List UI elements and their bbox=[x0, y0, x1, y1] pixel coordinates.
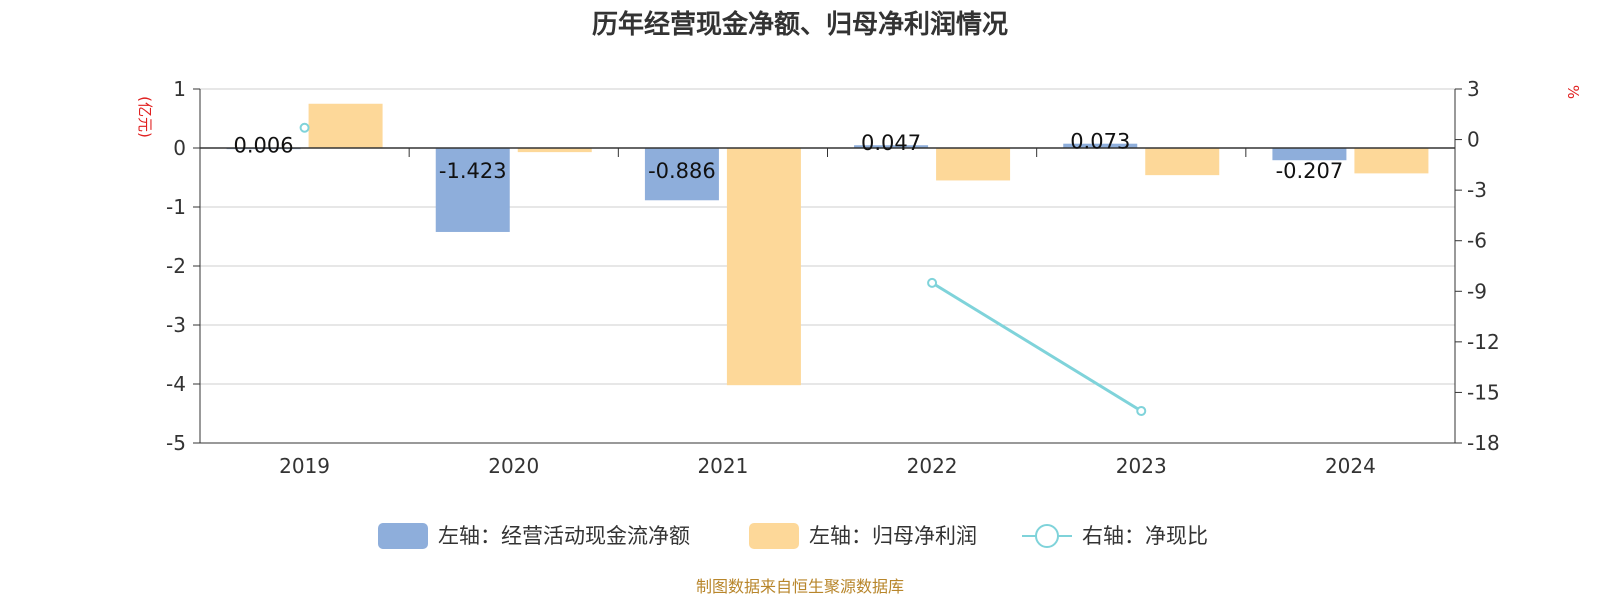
legend-swatch bbox=[749, 523, 799, 549]
right-tick-label: -15 bbox=[1467, 380, 1500, 404]
x-tick-label: 2021 bbox=[697, 454, 748, 478]
legend-label: 左轴：经营活动现金流净额 bbox=[438, 524, 690, 548]
data-label: 0.006 bbox=[234, 134, 294, 158]
bar-series-1 bbox=[644, 148, 719, 201]
axes: 1 0 -1 -2 -3 -4 -5 3 0 -3 -6 -9 -12 -15 -18 2019 2020 202… bbox=[166, 77, 1500, 478]
legend-label: 左轴：归母净利润 bbox=[809, 524, 977, 548]
data-labels: 0.006 -1.423 -0.886 0.047 0.073 -0.207 bbox=[234, 130, 1344, 183]
ratio-line bbox=[931, 281, 1143, 413]
bar-series-2 bbox=[726, 148, 801, 386]
legend-swatch-marker bbox=[1035, 524, 1059, 548]
line-series bbox=[299, 122, 1147, 416]
bar-series-2 bbox=[517, 148, 592, 153]
left-tick-label: -3 bbox=[166, 313, 186, 337]
ratio-point bbox=[1136, 405, 1147, 416]
bar-series-1 bbox=[1063, 143, 1138, 148]
data-label: 0.047 bbox=[861, 131, 921, 155]
left-axis-unit: (亿元) bbox=[136, 96, 154, 138]
bar-series-1 bbox=[1272, 148, 1347, 161]
right-tick-label: 3 bbox=[1467, 77, 1480, 101]
data-label: -1.423 bbox=[439, 159, 507, 183]
x-tick-label: 2022 bbox=[907, 454, 958, 478]
left-tick-label: 0 bbox=[173, 136, 186, 160]
x-tick-label: 2020 bbox=[488, 454, 539, 478]
left-tick-label: -5 bbox=[166, 431, 186, 455]
bar-series-1 bbox=[435, 148, 510, 232]
bars bbox=[226, 103, 1429, 386]
ratio-point bbox=[927, 277, 938, 288]
right-tick-label: 0 bbox=[1467, 128, 1480, 152]
right-tick-label: -9 bbox=[1467, 279, 1487, 303]
legend-label: 右轴：净现比 bbox=[1082, 524, 1208, 548]
data-label: -0.886 bbox=[648, 159, 716, 183]
data-label: -0.207 bbox=[1276, 159, 1344, 183]
data-label: 0.073 bbox=[1070, 130, 1130, 154]
bar-series-2 bbox=[308, 103, 383, 148]
bar-series-2 bbox=[1354, 148, 1429, 174]
left-tick-label: -1 bbox=[166, 195, 186, 219]
left-tick-label: -4 bbox=[166, 372, 186, 396]
ratio-point bbox=[299, 122, 310, 133]
right-tick-label: -6 bbox=[1467, 229, 1487, 253]
grid bbox=[200, 88, 1455, 444]
x-tick-label: 2019 bbox=[279, 454, 330, 478]
left-tick-label: 1 bbox=[173, 77, 186, 101]
right-axis-unit: % bbox=[1564, 85, 1582, 99]
legend: 左轴：经营活动现金流净额 左轴：归母净利润 右轴：净现比 bbox=[378, 523, 1208, 549]
x-tick-label: 2023 bbox=[1116, 454, 1167, 478]
chart-title: 历年经营现金净额、归母净利润情况 bbox=[592, 9, 1008, 40]
right-tick-label: -3 bbox=[1467, 178, 1487, 202]
legend-swatch bbox=[378, 523, 428, 549]
right-tick-label: -12 bbox=[1467, 330, 1500, 354]
source-note: 制图数据来自恒生聚源数据库 bbox=[696, 577, 904, 596]
bar-series-1 bbox=[854, 145, 929, 148]
right-tick-label: -18 bbox=[1467, 431, 1500, 455]
left-tick-label: -2 bbox=[166, 254, 186, 278]
bar-series-2 bbox=[1145, 148, 1220, 176]
x-tick-label: 2024 bbox=[1325, 454, 1376, 478]
bar-series-2 bbox=[936, 148, 1011, 181]
